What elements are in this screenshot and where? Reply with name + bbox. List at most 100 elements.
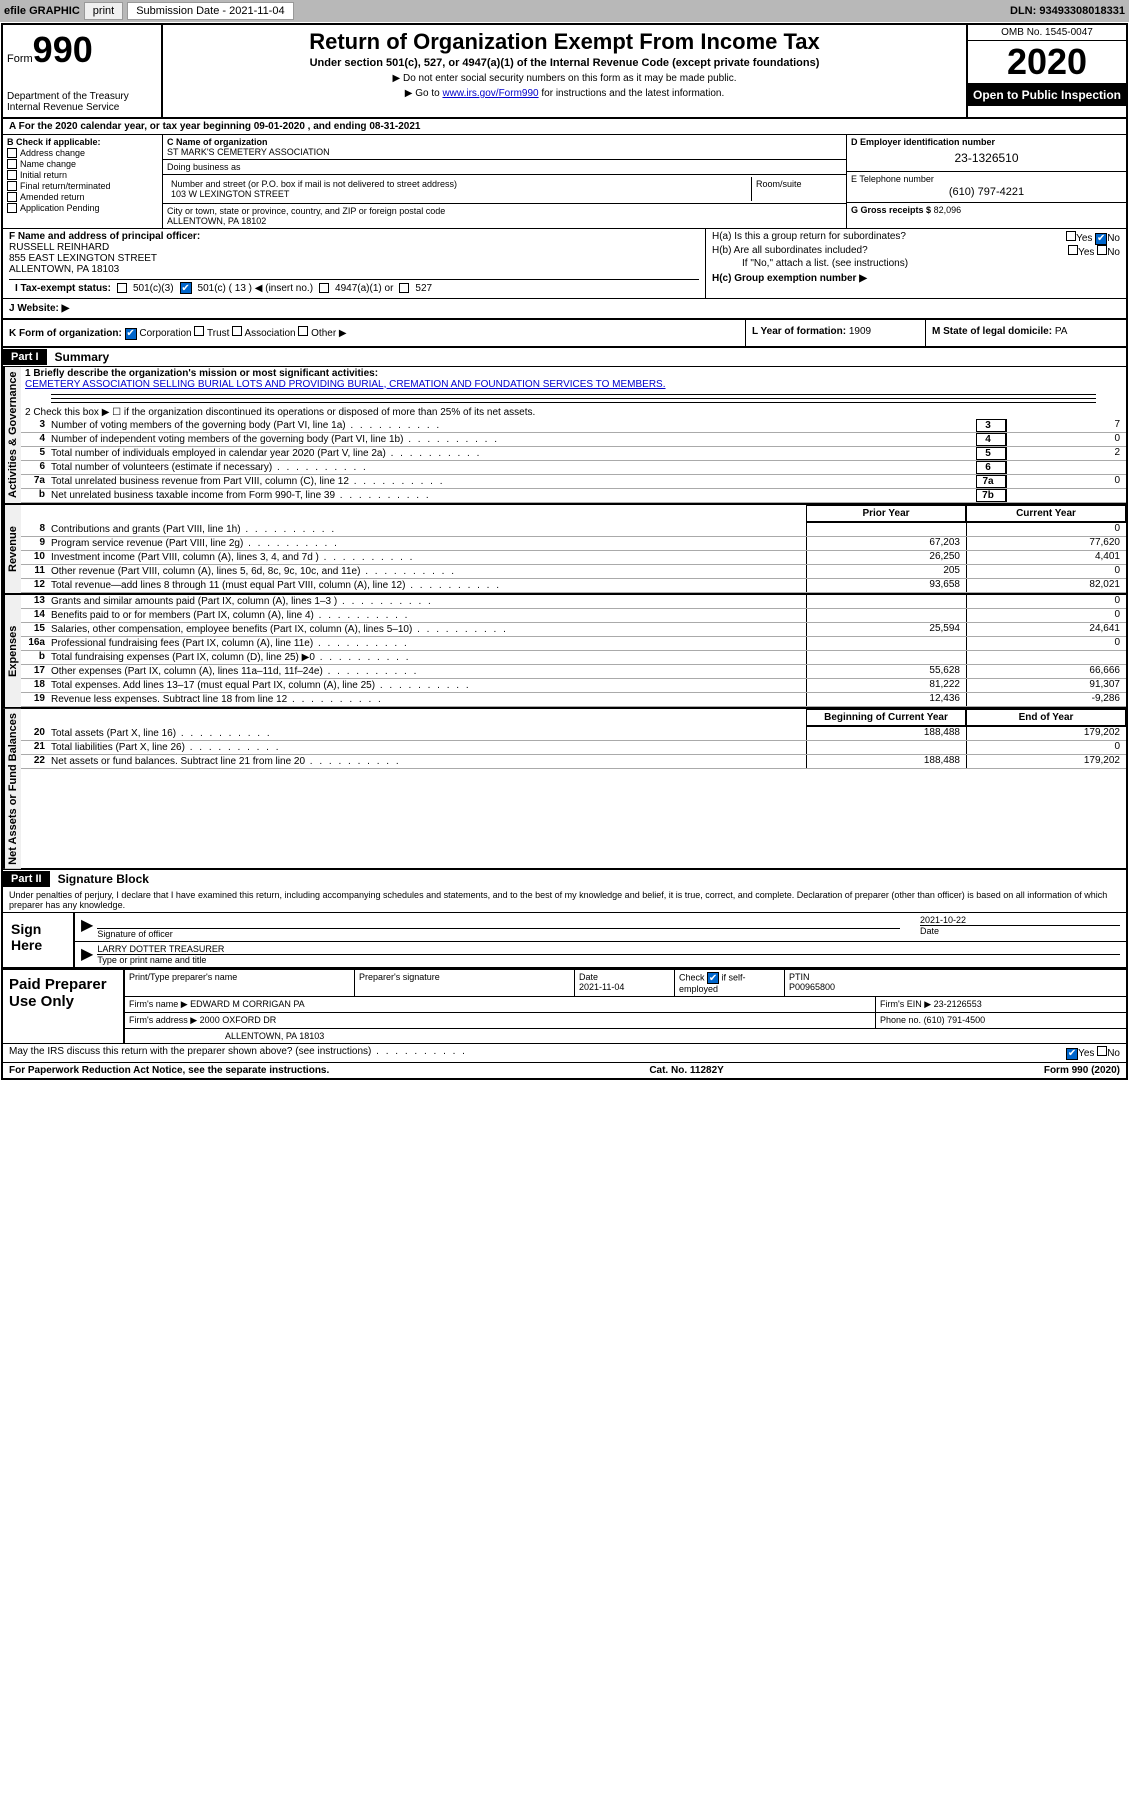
discuss-text: May the IRS discuss this return with the…	[9, 1046, 1066, 1060]
chk-name[interactable]: Name change	[7, 159, 158, 169]
chk-no[interactable]	[1097, 1046, 1107, 1056]
data-line-16a: 16a Professional fundraising fees (Part …	[21, 637, 1126, 651]
chk-4947[interactable]	[319, 283, 329, 293]
ha-yesno: Yes ✔No	[1066, 231, 1120, 245]
section-l: L Year of formation: 1909	[746, 320, 926, 346]
activities-governance: Activities & Governance 1 Briefly descri…	[3, 367, 1126, 505]
gov-line-5: 5 Total number of individuals employed i…	[21, 447, 1126, 461]
l-label: L Year of formation:	[752, 326, 846, 337]
form-note2: ▶ Go to www.irs.gov/Form990 for instruct…	[167, 88, 962, 99]
ptin-cell: PTIN P00965800	[785, 970, 1126, 996]
chk-other[interactable]	[298, 326, 308, 336]
officer-name: RUSSELL REINHARD	[9, 242, 699, 253]
form-number: Form990	[7, 29, 157, 71]
data-line-22: 22 Net assets or fund balances. Subtract…	[21, 755, 1126, 769]
k-label: K Form of organization:	[9, 328, 122, 339]
line1: 1 Briefly describe the organization's mi…	[21, 367, 1126, 391]
prep-right: Print/Type preparer's name Preparer's si…	[123, 970, 1126, 1043]
sig-declaration: Under penalties of perjury, I declare th…	[3, 888, 1126, 912]
dba-label: Doing business as	[167, 162, 842, 172]
m-value: PA	[1055, 326, 1068, 337]
open-public: Open to Public Inspection	[968, 84, 1126, 106]
chk-no-checked[interactable]: ✔	[1095, 233, 1107, 245]
prep-date-cell: Date 2021-11-04	[575, 970, 675, 996]
data-line-19: 19 Revenue less expenses. Subtract line …	[21, 693, 1126, 707]
sig-officer-row: ▶ Signature of officer 2021-10-22 Date	[75, 913, 1126, 942]
vlabel-exp: Expenses	[3, 595, 21, 707]
firm-addr2: ALLENTOWN, PA 18103	[125, 1029, 1126, 1043]
gov-line-7a: 7a Total unrelated business revenue from…	[21, 475, 1126, 489]
sig-officer-label: Signature of officer	[97, 929, 900, 939]
form-note1: ▶ Do not enter social security numbers o…	[167, 73, 962, 84]
topbar: efile GRAPHIC print Submission Date - 20…	[0, 0, 1129, 22]
section-f: F Name and address of principal officer:…	[3, 229, 706, 298]
checkbox-icon	[7, 159, 17, 169]
chk-527[interactable]	[399, 283, 409, 293]
gross-value: 82,096	[934, 205, 962, 215]
data-line-21: 21 Total liabilities (Part X, line 26) 0	[21, 741, 1126, 755]
discuss-row: May the IRS discuss this return with the…	[3, 1043, 1126, 1062]
form-subtitle: Under section 501(c), 527, or 4947(a)(1)…	[167, 57, 962, 69]
footer-left: For Paperwork Reduction Act Notice, see …	[9, 1065, 329, 1076]
note2-post: for instructions and the latest informat…	[539, 88, 725, 99]
chk-final[interactable]: Final return/terminated	[7, 181, 158, 191]
paid-preparer-block: Paid Preparer Use Only Print/Type prepar…	[3, 968, 1126, 1043]
firm-ein: 23-2126553	[934, 999, 982, 1009]
data-line-20: 20 Total assets (Part X, line 16) 188,48…	[21, 727, 1126, 741]
prep-sig-header: Preparer's signature	[355, 970, 575, 996]
section-m: M State of legal domicile: PA	[926, 320, 1126, 346]
dln: DLN: 93493308018331	[1010, 5, 1125, 17]
print-button[interactable]: print	[84, 2, 123, 20]
part2-title: Signature Block	[50, 870, 157, 888]
form-title: Return of Organization Exempt From Incom…	[167, 29, 962, 55]
section-k: K Form of organization: ✔ Corporation Tr…	[3, 320, 746, 346]
arrow-icon: ▶	[81, 944, 93, 965]
rule	[51, 394, 1096, 395]
chk-selfemp-checked[interactable]: ✔	[707, 972, 719, 984]
chk-yes[interactable]	[1068, 245, 1078, 255]
officer-city: ALLENTOWN, PA 18103	[9, 264, 699, 275]
data-line-b: b Total fundraising expenses (Part IX, c…	[21, 651, 1126, 665]
chk-yes[interactable]	[1066, 231, 1076, 241]
net-header: Beginning of Current Year End of Year	[21, 709, 1126, 727]
mission-text: CEMETERY ASSOCIATION SELLING BURIAL LOTS…	[25, 379, 666, 390]
chk-corp-checked[interactable]: ✔	[125, 328, 137, 340]
gross-cell: G Gross receipts $ 82,096	[847, 203, 1126, 217]
chk-trust[interactable]	[194, 326, 204, 336]
row-a: A For the 2020 calendar year, or tax yea…	[3, 119, 1126, 135]
revenue-section: Revenue Prior Year Current Year 8 Contri…	[3, 505, 1126, 595]
hc-label: H(c) Group exemption number ▶	[712, 273, 1120, 284]
data-line-13: 13 Grants and similar amounts paid (Part…	[21, 595, 1126, 609]
officer-street: 855 EAST LEXINGTON STREET	[9, 253, 699, 264]
data-line-10: 10 Investment income (Part VIII, column …	[21, 551, 1126, 565]
chk-initial[interactable]: Initial return	[7, 170, 158, 180]
data-line-18: 18 Total expenses. Add lines 13–17 (must…	[21, 679, 1126, 693]
chk-501c3[interactable]	[117, 283, 127, 293]
data-line-12: 12 Total revenue—add lines 8 through 11 …	[21, 579, 1126, 593]
irs-link[interactable]: www.irs.gov/Form990	[442, 88, 538, 99]
prep-check-cell: Check ✔ if self-employed	[675, 970, 785, 996]
street-label: Number and street (or P.O. box if mail i…	[171, 179, 747, 189]
hb-note: If "No," attach a list. (see instruction…	[712, 258, 1120, 269]
chk-501c-checked[interactable]: ✔	[180, 282, 192, 294]
chk-address[interactable]: Address change	[7, 148, 158, 158]
phone-cell: E Telephone number (610) 797-4221	[847, 172, 1126, 203]
footer-mid: Cat. No. 11282Y	[649, 1065, 723, 1076]
prep-name-header: Print/Type preparer's name	[125, 970, 355, 996]
org-name-cell: C Name of organization ST MARK'S CEMETER…	[163, 135, 846, 160]
hb-yesno: Yes No	[1068, 245, 1120, 258]
chk-amended[interactable]: Amended return	[7, 192, 158, 202]
tax-year: 2020	[968, 41, 1126, 84]
sign-here-label: Sign Here	[3, 913, 73, 967]
chk-pending[interactable]: Application Pending	[7, 203, 158, 213]
chk-assoc[interactable]	[232, 326, 242, 336]
tax-exempt-row: I Tax-exempt status: 501(c)(3) ✔501(c) (…	[9, 279, 699, 296]
signer-name-label: Type or print name and title	[97, 955, 1120, 965]
sign-right: ▶ Signature of officer 2021-10-22 Date ▶…	[73, 913, 1126, 967]
chk-yes-checked[interactable]: ✔	[1066, 1048, 1078, 1060]
ein-value: 23-1326510	[851, 147, 1122, 169]
chk-no[interactable]	[1097, 245, 1107, 255]
gov-body: 1 Briefly describe the organization's mi…	[21, 367, 1126, 503]
col-d: D Employer identification number 23-1326…	[846, 135, 1126, 228]
netassets-section: Net Assets or Fund Balances Beginning of…	[3, 709, 1126, 871]
